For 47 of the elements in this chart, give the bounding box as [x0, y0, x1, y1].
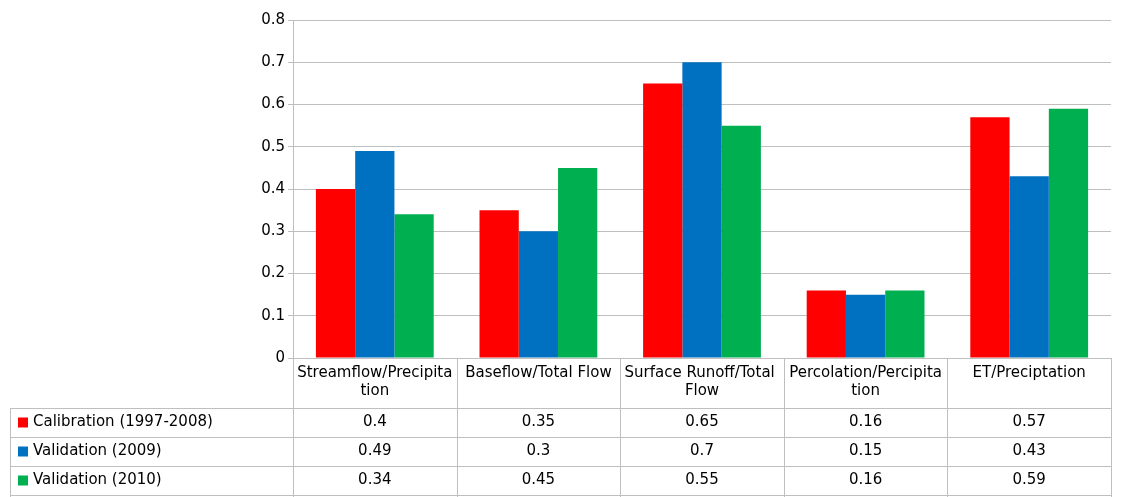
- y-tick-label: 0.1: [261, 305, 285, 324]
- y-tick-label: 0: [275, 347, 285, 366]
- data-label: 0.16: [848, 412, 883, 431]
- data-label: 0.45: [521, 470, 556, 489]
- bar: [394, 214, 434, 358]
- legend-label: Validation (2010): [33, 470, 162, 489]
- bar: [885, 290, 925, 358]
- data-label: 0.55: [685, 470, 719, 489]
- bar: [1009, 176, 1049, 358]
- y-tick-label: 0.6: [261, 94, 285, 113]
- data-label: 0.15: [848, 441, 883, 460]
- data-label: 0.59: [1012, 470, 1046, 489]
- data-label: 0.4: [362, 412, 387, 431]
- data-label: 0.43: [1012, 441, 1046, 460]
- legend-label: Calibration (1997-2008): [33, 412, 213, 431]
- data-label: 0.3: [526, 441, 551, 460]
- x-tick-label: Surface Runoff/Total Flow: [624, 362, 780, 399]
- x-tick-label: ET/Preciptation: [972, 362, 1086, 381]
- bar: [479, 210, 519, 358]
- bar: [845, 294, 886, 358]
- bar: [806, 290, 846, 358]
- bar: [721, 125, 761, 358]
- data-label: 0.7: [690, 441, 714, 460]
- bar: [643, 83, 683, 358]
- data-label: 0.57: [1012, 412, 1046, 431]
- data-label: 0.35: [521, 412, 556, 431]
- data-label: 0.49: [358, 441, 392, 460]
- bar: [315, 189, 356, 358]
- y-tick-label: 0.4: [261, 178, 285, 197]
- y-tick-label: 0.7: [261, 52, 285, 71]
- bar: [355, 150, 395, 358]
- bar: [558, 167, 598, 358]
- bar: [518, 231, 559, 358]
- y-tick-label: 0.8: [261, 9, 285, 28]
- y-tick-label: 0.3: [261, 221, 285, 240]
- data-label: 0.65: [685, 412, 719, 431]
- y-tick-label: 0.5: [261, 136, 285, 155]
- x-tick-label: Streamflow/Precipitation: [297, 362, 453, 399]
- data-label: 0.34: [358, 470, 392, 489]
- bar: [970, 117, 1010, 358]
- x-tick-label: Baseflow/Total Flow: [465, 362, 612, 381]
- bar: [1048, 108, 1089, 358]
- data-label: 0.16: [848, 470, 883, 489]
- x-tick-label: Percolation/Percipitation: [789, 362, 943, 399]
- legend-label: Validation (2009): [33, 441, 162, 460]
- y-tick-label: 0.2: [261, 263, 285, 282]
- bar: [682, 62, 722, 358]
